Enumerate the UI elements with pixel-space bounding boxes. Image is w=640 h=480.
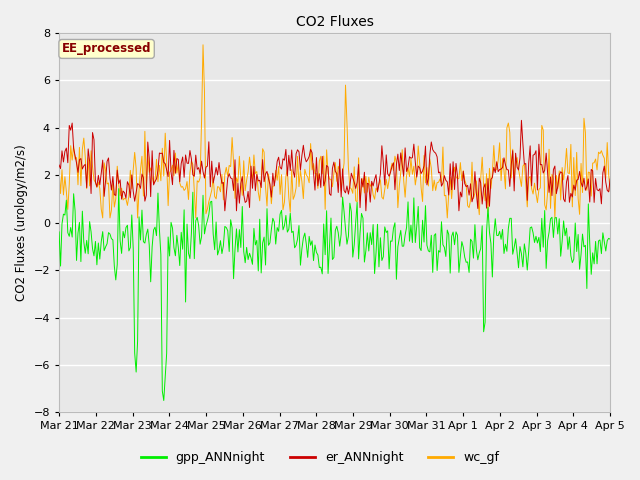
Y-axis label: CO2 Fluxes (urology/m2/s): CO2 Fluxes (urology/m2/s) [15, 144, 28, 301]
Legend: gpp_ANNnight, er_ANNnight, wc_gf: gpp_ANNnight, er_ANNnight, wc_gf [136, 446, 504, 469]
Text: EE_processed: EE_processed [62, 42, 151, 55]
Title: CO2 Fluxes: CO2 Fluxes [296, 15, 374, 29]
